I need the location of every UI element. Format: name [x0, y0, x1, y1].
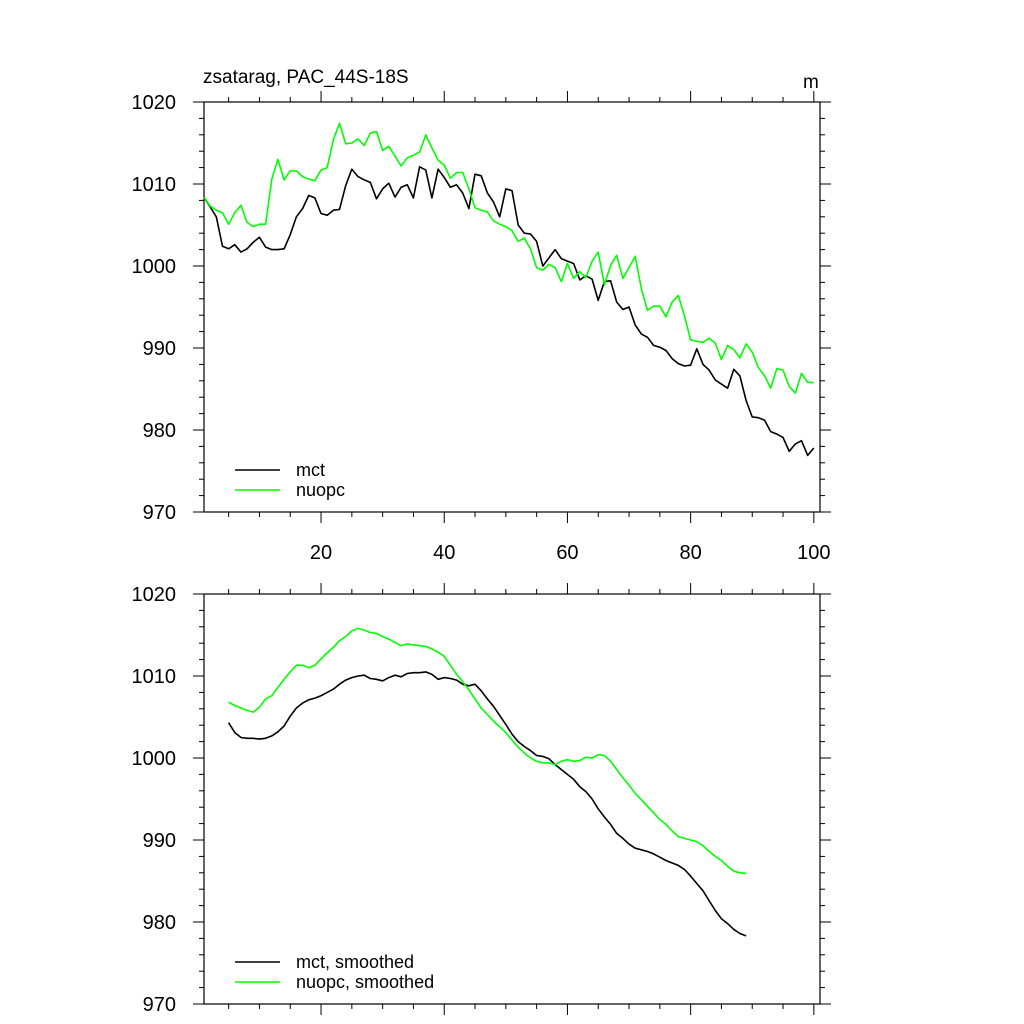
y-tick-label: 980 — [143, 912, 176, 934]
legend-label-nuopc-smoothed: nuopc, smoothed — [296, 972, 434, 992]
series-group — [203, 122, 815, 457]
x-tick-label: 60 — [556, 542, 578, 564]
axis-ticks — [193, 91, 831, 523]
x-tick-label: 20 — [310, 542, 332, 564]
chart-title: zsatarag, PAC_44S-18S — [203, 67, 409, 88]
y-tick-label: 970 — [143, 994, 176, 1016]
y-tick-label: 1010 — [132, 174, 177, 196]
top-panel: zsatarag, PAC_44S-18S m 970 980 990 1000 101… — [132, 67, 831, 564]
x-tick-label: 80 — [680, 542, 702, 564]
series-line-mct — [203, 166, 815, 457]
x-axis: 20 40 60 80 100 — [310, 542, 831, 564]
y-axis: 970 980 990 1000 1010 1020 — [132, 584, 177, 1016]
units-label: m — [803, 72, 819, 93]
y-tick-label: 970 — [143, 502, 176, 524]
bottom-panel: 970 980 990 1000 1010 1020 mct, smoothednuopc… — [132, 583, 831, 1016]
series-group — [227, 627, 747, 937]
y-tick-label: 1020 — [132, 92, 177, 114]
legend-label-nuopc: nuopc — [296, 480, 345, 500]
y-tick-label: 990 — [143, 338, 176, 360]
legend-label-mct: mct — [296, 460, 325, 480]
plot-frame — [203, 101, 821, 513]
x-tick-label: 40 — [433, 542, 455, 564]
plot-frame — [203, 593, 821, 1005]
y-tick-label: 990 — [143, 830, 176, 852]
x-tick-label: 100 — [797, 542, 830, 564]
y-axis: 970 980 990 1000 1010 1020 — [132, 92, 177, 524]
y-tick-label: 980 — [143, 420, 176, 442]
legend-label-mct-smoothed: mct, smoothed — [296, 952, 414, 972]
y-tick-label: 1000 — [132, 256, 177, 278]
series-line-nuopc — [203, 122, 814, 394]
series-line-mct-smoothed — [227, 671, 747, 937]
axis-ticks — [193, 583, 831, 1015]
y-tick-label: 1000 — [132, 748, 177, 770]
y-tick-label: 1020 — [132, 584, 177, 606]
y-tick-label: 1010 — [132, 666, 177, 688]
series-line-nuopc-smoothed — [228, 627, 747, 875]
